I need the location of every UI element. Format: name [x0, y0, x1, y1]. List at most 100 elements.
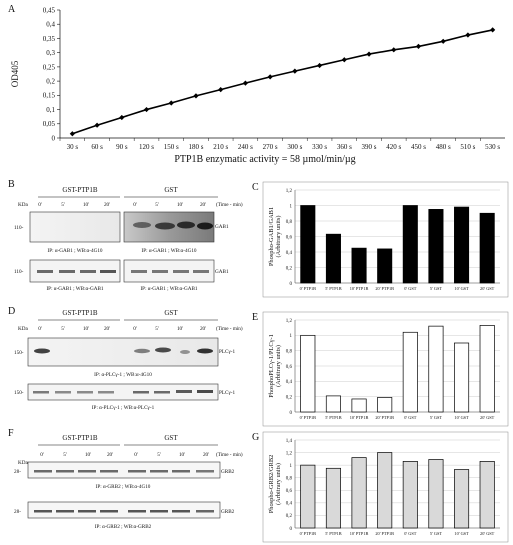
panel-e-xtick-label: 10' PTP1B — [350, 415, 369, 420]
panel-g-ylabel2: (Arbitrary units) — [275, 463, 282, 505]
panel-g-xtick-label: 10' GST — [454, 531, 469, 536]
panel-b-group-right: GST — [164, 186, 178, 194]
panel-a-letter: A — [8, 4, 16, 15]
lane-label: 0' — [134, 452, 138, 458]
panel-a-data-point — [292, 68, 298, 74]
panel-a-xtick-label: 210 s — [213, 143, 228, 151]
panel-a-data-point — [366, 51, 372, 57]
lane-label: 0' — [133, 202, 137, 208]
panel-g-bar — [479, 461, 495, 529]
panel-b-lane-labels: 0' 5' 10' 20' 0' 5' 10' 20' — [38, 202, 206, 208]
lane-label: 0' — [38, 202, 42, 208]
panel-c-bar — [377, 248, 393, 284]
panel-c-chart: 0 0,2 0,4 0,6 0,8 1 1,2 0' PTP1B 5' PTP1B 10' PTP… — [262, 181, 509, 298]
panel-a-data-point — [391, 47, 397, 53]
panel-e-xtick-label: 20' GST — [480, 415, 495, 420]
panel-g-xtick-label: 20' PTP1B — [375, 531, 394, 536]
panel-a-xtick-label: 530 s — [485, 143, 500, 151]
panel-c-ytick-label: 1,2 — [286, 189, 293, 194]
panel-e-ytick-label: 0,6 — [286, 365, 293, 370]
panel-g-letter: G — [252, 432, 259, 443]
panel-a-ylabel: OD405 — [10, 60, 20, 87]
panel-a-data-point — [490, 27, 496, 33]
panel-a-xtick-label: 150 s — [164, 143, 179, 151]
panel-e-bar — [479, 325, 495, 413]
panel-c-bar — [479, 212, 495, 284]
panel-a-xtick-label: 510 s — [460, 143, 475, 151]
panel-g-chart: 0 0,2 0,4 0,6 0,8 1 1,2 1,4 0' PTP1B 5' PTP1B 10' … — [262, 431, 509, 543]
panel-f-kda: KDa — [18, 460, 28, 466]
panel-g-xtick-label: 0' PTP1B — [300, 531, 317, 536]
panel-g-bar — [428, 459, 444, 529]
panel-d-time-label: (Time - min) — [216, 325, 243, 332]
panel-a-xtick-label: 60 s — [91, 143, 103, 151]
panel-b-blot2-ip-left: IP: α-GAB1 ; WB:α-GAB1 — [46, 286, 103, 292]
panel-g-ytick-label: 0 — [290, 527, 293, 532]
panel-g-ytick-label: 1,2 — [286, 451, 293, 456]
panel-f-blot2 — [27, 501, 221, 519]
panel-a-xtick-label: 240 s — [238, 143, 253, 151]
lane-label: 20' — [200, 202, 206, 208]
panel-a-data-point — [69, 131, 75, 137]
lane-label: 5' — [63, 452, 67, 458]
panel-c-frame — [262, 181, 509, 298]
lane-label: 20' — [107, 452, 113, 458]
panel-c-xtick-label: 5' GST — [430, 286, 442, 291]
panel-e-ytick-label: 0,8 — [286, 349, 293, 354]
panel-e-bar — [428, 325, 444, 413]
panel-d-blot2-bands — [33, 390, 213, 394]
panel-c-letter: C — [252, 182, 259, 193]
lane-label: 5' — [61, 202, 65, 208]
panel-b-blot1-band: GAB1 — [215, 224, 229, 230]
panel-c-xtick-label: 20' GST — [480, 286, 495, 291]
panel-c-bar — [428, 209, 444, 284]
panel-a-data-point — [465, 32, 471, 38]
panel-c-ytick-label: 1 — [290, 204, 293, 209]
panel-c-ytick-label: 0,6 — [286, 235, 293, 240]
panel-c-bar — [325, 233, 341, 284]
panel-a-xtick-label: 390 s — [362, 143, 377, 151]
panel-a-ytick-label: 0,2 — [46, 78, 55, 86]
lane-label: 0' — [40, 452, 44, 458]
panel-a-data-point — [415, 43, 422, 50]
lane-label: 10' — [83, 326, 89, 332]
panel-e-xtick-label: 5' PTP1B — [325, 415, 342, 420]
panel-g-ytick-label: 1,4 — [286, 439, 293, 444]
panel-f-blot1 — [27, 461, 221, 479]
panel-a-series-line — [72, 29, 493, 135]
panel-g-xtick-label: 0' GST — [404, 531, 416, 536]
lane-label: 20' — [203, 452, 209, 458]
panel-c-ytick-label: 0,2 — [286, 266, 293, 271]
panel-d-blot2-marker: 150- — [14, 390, 24, 396]
panel-b-blot1-ip-right: IP: α-GAB1 ; WB:α-4G10 — [141, 248, 196, 254]
panel-b-kda: KDa — [18, 202, 28, 208]
panel-a-ytick-label: 0 — [52, 134, 56, 142]
lane-label: 5' — [157, 452, 161, 458]
panel-f-blot1-bands — [34, 470, 214, 473]
panel-b-blot2-band: GAB1 — [215, 269, 229, 275]
panel-e-ytick-label: 1,2 — [286, 319, 293, 324]
panel-d-letter: D — [8, 306, 15, 317]
panel-f-blot1-marker: 28- — [14, 469, 21, 475]
panel-a-xtick-label: 120 s — [139, 143, 154, 151]
panel-b-blot1-left — [29, 211, 121, 243]
panel-b-blot1-bands — [133, 221, 213, 230]
panel-g-bar — [325, 467, 341, 529]
panel-e-ytick-label: 1 — [290, 334, 293, 339]
panel-g-ytick-label: 1 — [290, 464, 293, 469]
panel-a-ytick-label: 0,3 — [46, 49, 55, 57]
panel-e-bar — [325, 395, 341, 413]
panel-a-xtick-label: 90 s — [116, 143, 128, 151]
panel-e-letter: E — [252, 312, 258, 323]
panel-b-group-left: GST-PTP1B — [62, 186, 97, 194]
panel-c-ytick-label: 0 — [290, 282, 293, 287]
panel-a-data-point — [94, 122, 100, 128]
panel-b-blot2-ip-right: IP: α-GAB1 ; WB:α-GAB1 — [140, 286, 197, 292]
panel-a-data-point — [341, 57, 347, 63]
panel-d-group-right: GST — [164, 309, 178, 317]
panel-c-ytick-label: 0,4 — [286, 251, 293, 256]
panel-a-data-point — [193, 93, 199, 99]
lane-label: 20' — [104, 202, 110, 208]
